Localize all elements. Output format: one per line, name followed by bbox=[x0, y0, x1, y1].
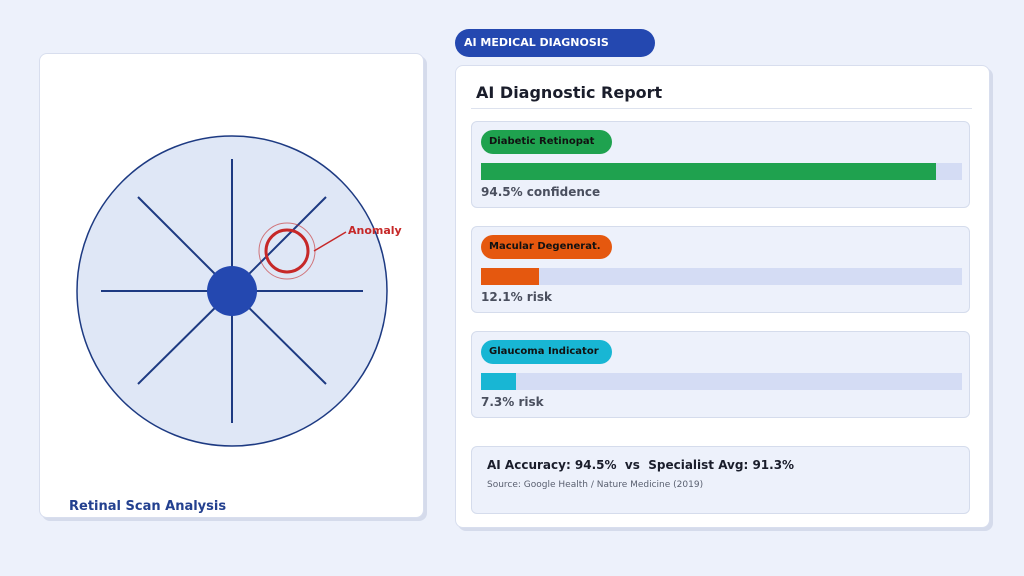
accuracy-summary-card: AI Accuracy: 94.5% vs Specialist Avg: 91… bbox=[471, 446, 970, 514]
finding-value: 12.1% risk bbox=[481, 290, 552, 304]
report-panel: AI Diagnostic Report Diabetic Retinopat … bbox=[455, 65, 990, 528]
optic-disc bbox=[207, 266, 257, 316]
finding-card: Diabetic Retinopat 94.5% confidence bbox=[471, 121, 970, 208]
progress-track bbox=[481, 268, 962, 285]
progress-track bbox=[481, 373, 962, 390]
anomaly-label: Anomaly bbox=[348, 224, 402, 237]
finding-value: 94.5% confidence bbox=[481, 185, 601, 199]
progress-fill bbox=[481, 268, 540, 285]
progress-fill bbox=[481, 373, 517, 390]
progress-track bbox=[481, 163, 962, 180]
retina-diagram: Anomaly bbox=[76, 135, 402, 447]
finding-label: Diabetic Retinopat bbox=[481, 130, 612, 154]
source-citation: Source: Google Health / Nature Medicine … bbox=[487, 480, 704, 490]
finding-card: Macular Degenerat. 12.1% risk bbox=[471, 226, 970, 313]
finding-label: Macular Degenerat. bbox=[481, 235, 612, 259]
anomaly-leader-line bbox=[313, 231, 347, 252]
accuracy-summary: AI Accuracy: 94.5% vs Specialist Avg: 91… bbox=[487, 458, 795, 472]
divider bbox=[471, 108, 972, 109]
progress-fill bbox=[481, 163, 936, 180]
finding-card: Glaucoma Indicator 7.3% risk bbox=[471, 331, 970, 418]
header-badge: AI MEDICAL DIAGNOSIS bbox=[455, 29, 655, 57]
retinal-scan-panel: Anomaly Retinal Scan Analysis bbox=[39, 53, 424, 518]
scan-caption: Retinal Scan Analysis bbox=[69, 499, 227, 514]
report-title: AI Diagnostic Report bbox=[476, 83, 663, 102]
anomaly-marker bbox=[264, 228, 310, 274]
finding-label: Glaucoma Indicator bbox=[481, 340, 612, 364]
finding-value: 7.3% risk bbox=[481, 395, 544, 409]
